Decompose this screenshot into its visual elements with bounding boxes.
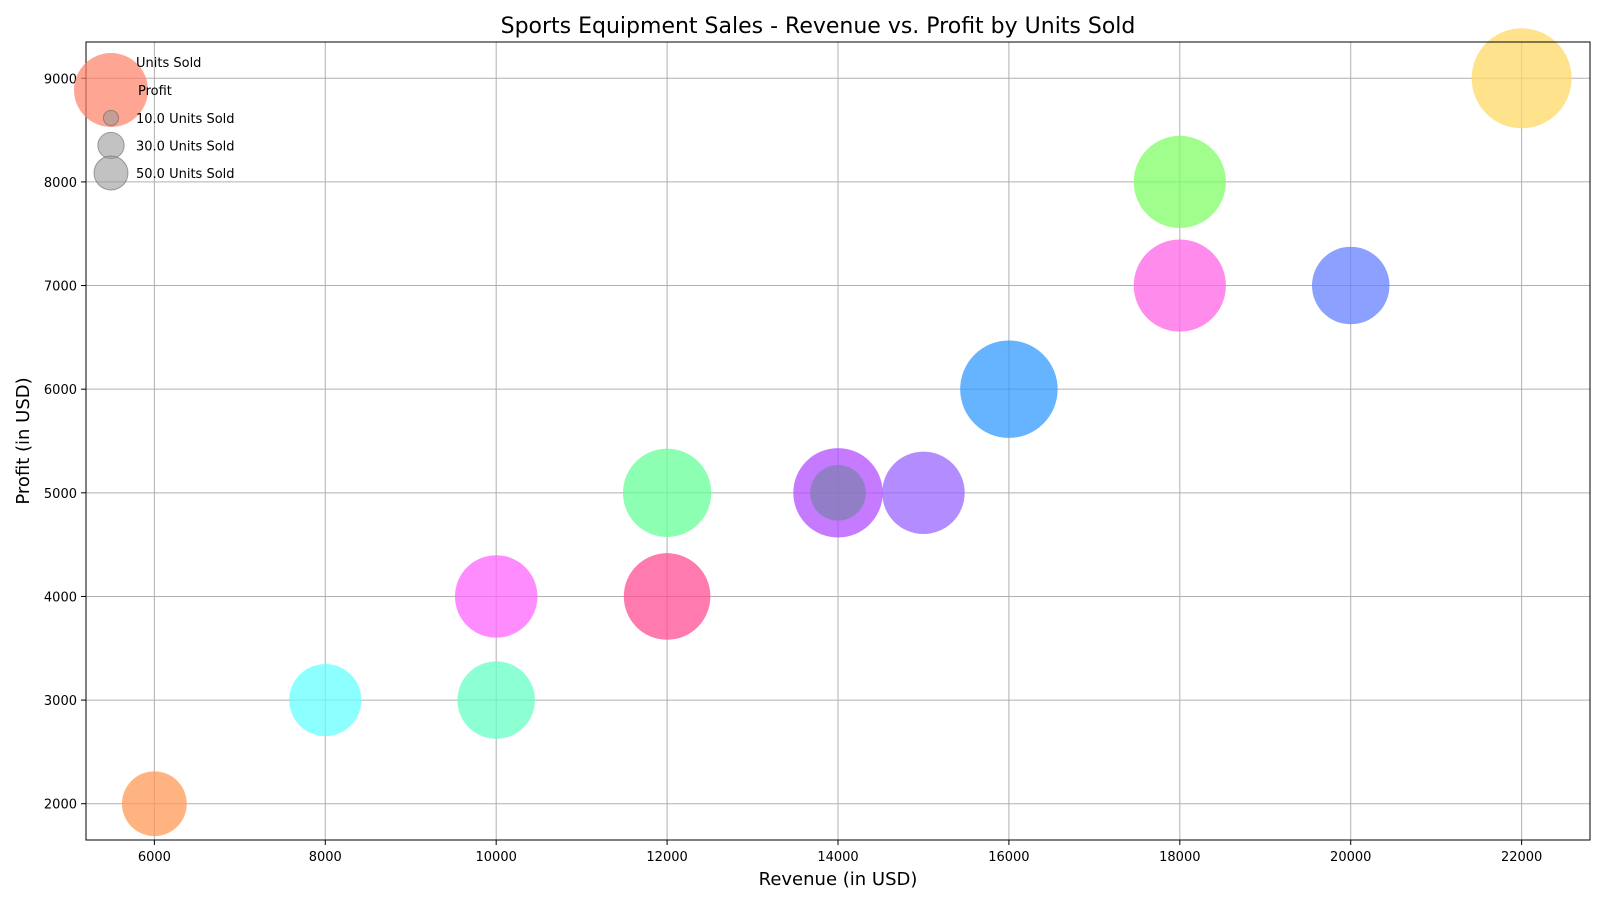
legend-size-marker <box>97 131 125 160</box>
bubble-point <box>1133 239 1226 332</box>
x-tick-label: 16000 <box>988 850 1029 865</box>
y-tick-label: 4000 <box>44 590 77 605</box>
x-tick-label: 20000 <box>1330 850 1371 865</box>
y-tick-label: 5000 <box>44 487 77 502</box>
y-tick-label: 6000 <box>44 383 77 398</box>
bubble-point <box>1133 135 1226 229</box>
bubble-point <box>1471 28 1572 129</box>
x-tick-label: 18000 <box>1159 850 1200 865</box>
bubble-point <box>623 553 711 640</box>
legend-series-label: Profit <box>138 84 172 99</box>
legend-size-label: 30.0 Units Sold <box>136 140 235 155</box>
bubble-point <box>960 340 1058 438</box>
legend-size-marker <box>102 109 120 127</box>
bubble-layer <box>121 28 1572 837</box>
x-tick-label: 8000 <box>309 850 342 865</box>
legend-title-marker <box>74 53 148 127</box>
legend-size-label: 10.0 Units Sold <box>136 112 235 127</box>
x-axis-label: Revenue (in USD) <box>759 869 918 890</box>
y-tick-label: 7000 <box>44 280 77 295</box>
y-tick-label: 8000 <box>44 176 77 191</box>
legend-size-marker <box>93 155 129 191</box>
bubble-point <box>289 664 362 737</box>
bubble-point <box>454 555 538 638</box>
y-axis-label: Profit (in USD) <box>13 377 34 504</box>
legend: Units Sold Profit 10.0 Units Sold 30.0 Un… <box>74 53 235 191</box>
bubble-point <box>121 771 187 837</box>
y-tick-label: 2000 <box>44 798 77 813</box>
legend-size-label: 50.0 Units Sold <box>136 167 235 182</box>
y-tick-label: 9000 <box>44 72 77 87</box>
x-tick-label: 22000 <box>1501 850 1542 865</box>
chart-title: Sports Equipment Sales - Revenue vs. Pro… <box>501 14 1136 39</box>
y-tick-label: 3000 <box>44 694 77 709</box>
legend-title: Units Sold <box>136 56 201 71</box>
bubble-point <box>882 451 965 535</box>
legend-size-entries: 10.0 Units Sold 30.0 Units Sold 50.0 Units… <box>93 109 235 191</box>
tick-layer: 6000 8000 10000 12000 14000 16000 18000 20000 22… <box>44 72 1542 865</box>
x-tick-label: 10000 <box>476 850 517 865</box>
bubble-point <box>810 464 866 521</box>
bubble-point <box>622 448 712 537</box>
bubble-point <box>457 661 535 739</box>
bubble-point <box>1311 246 1390 325</box>
x-tick-label: 12000 <box>646 850 687 865</box>
x-tick-label: 6000 <box>138 850 171 865</box>
x-tick-label: 14000 <box>817 850 858 865</box>
